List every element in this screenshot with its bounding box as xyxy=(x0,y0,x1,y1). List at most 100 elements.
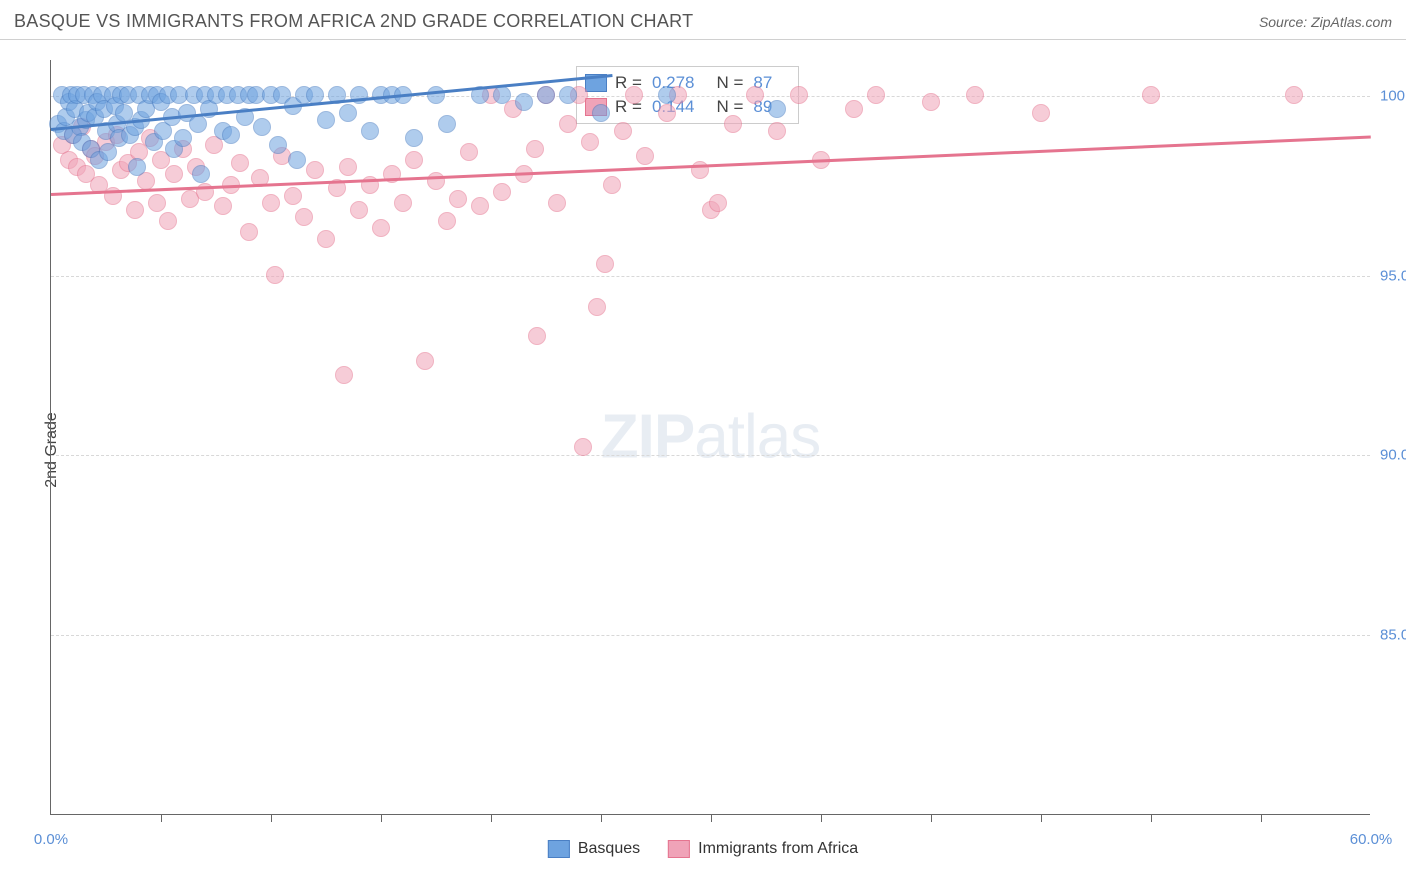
scatter-point-basques xyxy=(493,86,511,104)
scatter-point-immigrants xyxy=(922,93,940,111)
source-label: Source: ZipAtlas.com xyxy=(1259,14,1392,30)
scatter-point-immigrants xyxy=(596,255,614,273)
scatter-point-basques xyxy=(427,86,445,104)
scatter-point-immigrants xyxy=(493,183,511,201)
scatter-point-immigrants xyxy=(405,151,423,169)
scatter-point-immigrants xyxy=(867,86,885,104)
x-tick xyxy=(821,814,822,822)
scatter-point-immigrants xyxy=(1142,86,1160,104)
scatter-point-immigrants xyxy=(614,122,632,140)
scatter-point-basques xyxy=(658,86,676,104)
scatter-point-immigrants xyxy=(460,143,478,161)
scatter-point-immigrants xyxy=(625,86,643,104)
scatter-point-immigrants xyxy=(709,194,727,212)
scatter-point-immigrants xyxy=(588,298,606,316)
x-tick xyxy=(491,814,492,822)
x-tick xyxy=(271,814,272,822)
scatter-point-immigrants xyxy=(658,104,676,122)
y-tick-label: 95.0% xyxy=(1380,267,1406,284)
y-tick-label: 85.0% xyxy=(1380,627,1406,644)
scatter-point-immigrants xyxy=(339,158,357,176)
plot-area: ZIPatlas R = 0.278 N = 87 R = 0.144 N = … xyxy=(50,60,1370,815)
scatter-point-basques xyxy=(269,136,287,154)
scatter-point-basques xyxy=(222,126,240,144)
gridline xyxy=(51,635,1370,636)
scatter-point-basques xyxy=(339,104,357,122)
watermark: ZIPatlas xyxy=(601,402,820,473)
x-tick xyxy=(381,814,382,822)
gridline xyxy=(51,276,1370,277)
swatch-immigrants-icon xyxy=(668,840,690,858)
scatter-point-immigrants xyxy=(306,161,324,179)
header: BASQUE VS IMMIGRANTS FROM AFRICA 2ND GRA… xyxy=(0,0,1406,40)
chart-container: 2nd Grade ZIPatlas R = 0.278 N = 87 R = … xyxy=(0,40,1406,860)
scatter-point-basques xyxy=(192,165,210,183)
scatter-point-immigrants xyxy=(284,187,302,205)
scatter-point-basques xyxy=(405,129,423,147)
scatter-point-immigrants xyxy=(526,140,544,158)
scatter-point-immigrants xyxy=(768,122,786,140)
scatter-point-basques xyxy=(253,118,271,136)
scatter-point-immigrants xyxy=(603,176,621,194)
scatter-point-basques xyxy=(537,86,555,104)
scatter-point-immigrants xyxy=(335,366,353,384)
scatter-point-immigrants xyxy=(165,165,183,183)
scatter-point-immigrants xyxy=(372,219,390,237)
scatter-point-basques xyxy=(768,100,786,118)
x-tick xyxy=(1041,814,1042,822)
gridline xyxy=(51,455,1370,456)
scatter-point-immigrants xyxy=(148,194,166,212)
legend-item-basques: Basques xyxy=(548,840,640,858)
scatter-point-immigrants xyxy=(528,327,546,345)
scatter-point-immigrants xyxy=(240,223,258,241)
scatter-point-immigrants xyxy=(317,230,335,248)
x-tick xyxy=(1261,814,1262,822)
scatter-point-immigrants xyxy=(1285,86,1303,104)
scatter-point-basques xyxy=(592,104,610,122)
scatter-point-immigrants xyxy=(449,190,467,208)
scatter-point-immigrants xyxy=(416,352,434,370)
legend-item-immigrants: Immigrants from Africa xyxy=(668,840,858,858)
scatter-point-immigrants xyxy=(266,266,284,284)
x-tick xyxy=(1151,814,1152,822)
x-tick xyxy=(711,814,712,822)
scatter-point-immigrants xyxy=(559,115,577,133)
scatter-point-immigrants xyxy=(636,147,654,165)
x-tick xyxy=(931,814,932,822)
swatch-basques-icon xyxy=(548,840,570,858)
scatter-point-basques xyxy=(174,129,192,147)
scatter-point-immigrants xyxy=(350,201,368,219)
scatter-point-immigrants xyxy=(1032,104,1050,122)
scatter-point-basques xyxy=(559,86,577,104)
x-tick xyxy=(601,814,602,822)
scatter-point-immigrants xyxy=(159,212,177,230)
scatter-point-immigrants xyxy=(845,100,863,118)
scatter-point-basques xyxy=(515,93,533,111)
x-tick-label: 60.0% xyxy=(1350,831,1393,848)
y-tick-label: 90.0% xyxy=(1380,447,1406,464)
scatter-point-immigrants xyxy=(438,212,456,230)
scatter-point-immigrants xyxy=(574,438,592,456)
scatter-point-immigrants xyxy=(724,115,742,133)
scatter-point-immigrants xyxy=(214,197,232,215)
bottom-legend: Basques Immigrants from Africa xyxy=(548,840,858,858)
scatter-point-basques xyxy=(361,122,379,140)
scatter-point-immigrants xyxy=(966,86,984,104)
scatter-point-basques xyxy=(317,111,335,129)
scatter-point-immigrants xyxy=(262,194,280,212)
x-tick xyxy=(161,814,162,822)
scatter-point-immigrants xyxy=(295,208,313,226)
scatter-point-basques xyxy=(288,151,306,169)
scatter-point-immigrants xyxy=(746,86,764,104)
scatter-point-immigrants xyxy=(394,194,412,212)
scatter-point-immigrants xyxy=(548,194,566,212)
scatter-point-immigrants xyxy=(581,133,599,151)
y-tick-label: 100.0% xyxy=(1380,87,1406,104)
scatter-point-basques xyxy=(128,158,146,176)
scatter-point-basques xyxy=(438,115,456,133)
chart-title: BASQUE VS IMMIGRANTS FROM AFRICA 2ND GRA… xyxy=(14,11,693,32)
scatter-point-immigrants xyxy=(790,86,808,104)
scatter-point-immigrants xyxy=(471,197,489,215)
trend-line-immigrants xyxy=(51,135,1371,195)
x-tick-label: 0.0% xyxy=(34,831,68,848)
